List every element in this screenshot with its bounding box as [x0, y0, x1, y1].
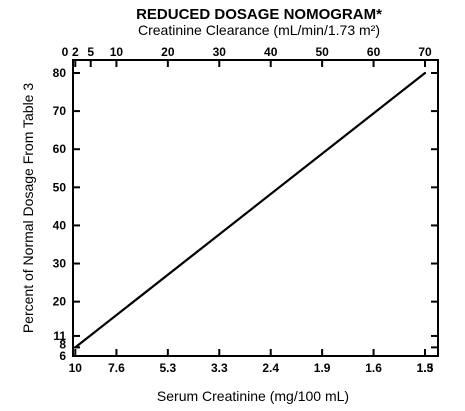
left-tick-label-6: 6 — [59, 349, 66, 363]
top-tick-label-0: 0 — [62, 45, 69, 59]
top-tick-label-2: 2 — [72, 45, 79, 59]
bottom-tick-label-3.3: 3.3 — [211, 361, 228, 375]
bottom-axis-ticks: 10 7.6 5.3 3.3 2.4 1.9 1.6 1.51.3 — [69, 349, 434, 375]
left-tick-label-20: 20 — [53, 295, 67, 309]
bottom-tick-label-1.9: 1.9 — [314, 361, 331, 375]
top-tick-label-70: 70 — [418, 45, 432, 59]
series-layer — [74, 71, 427, 349]
left-tick-label-70: 70 — [53, 104, 67, 118]
left-tick-label-50: 50 — [53, 180, 67, 194]
left-tick-label-8: 8 — [59, 337, 66, 351]
top-tick-label-5: 5 — [87, 45, 94, 59]
left-tick-label-40: 40 — [53, 218, 67, 232]
plot-frame — [72, 59, 439, 357]
bottom-tick-label-10: 10 — [69, 361, 83, 375]
x-axis-label: Serum Creatinine (mg/100 mL) — [157, 388, 349, 404]
left-tick-label-30: 30 — [53, 257, 67, 271]
series-line-0 — [74, 71, 427, 349]
bottom-tick-label-5.3: 5.3 — [160, 361, 177, 375]
chart-title: REDUCED DOSAGE NOMOGRAM* — [136, 6, 382, 23]
bottom-tick-label-1.5: 1.5 — [417, 361, 434, 375]
y-axis-label: Percent of Normal Dosage From Table 3 — [20, 83, 36, 334]
top-tick-label-20: 20 — [161, 45, 175, 59]
top-axis-ticks: 0 2 5 10 20 30 40 50 60 70 — [62, 45, 432, 67]
left-tick-label-80: 80 — [53, 66, 67, 80]
left-tick-label-11: 11 — [53, 329, 66, 343]
bottom-tick-label-2.4: 2.4 — [262, 361, 279, 375]
top-tick-label-50: 50 — [315, 45, 329, 59]
left-tick-label-60: 60 — [53, 142, 67, 156]
top-tick-label-40: 40 — [264, 45, 278, 59]
top-tick-label-10: 10 — [110, 45, 124, 59]
bottom-tick-label-1.6: 1.6 — [365, 361, 382, 375]
top-tick-label-60: 60 — [367, 45, 381, 59]
bottom-tick-label-7.6: 7.6 — [108, 361, 125, 375]
top-tick-label-30: 30 — [213, 45, 227, 59]
chart-subtitle: Creatinine Clearance (mL/min/1.73 m²) — [138, 22, 380, 38]
bottom-tick-label-1.3: 1.3 — [417, 361, 434, 375]
